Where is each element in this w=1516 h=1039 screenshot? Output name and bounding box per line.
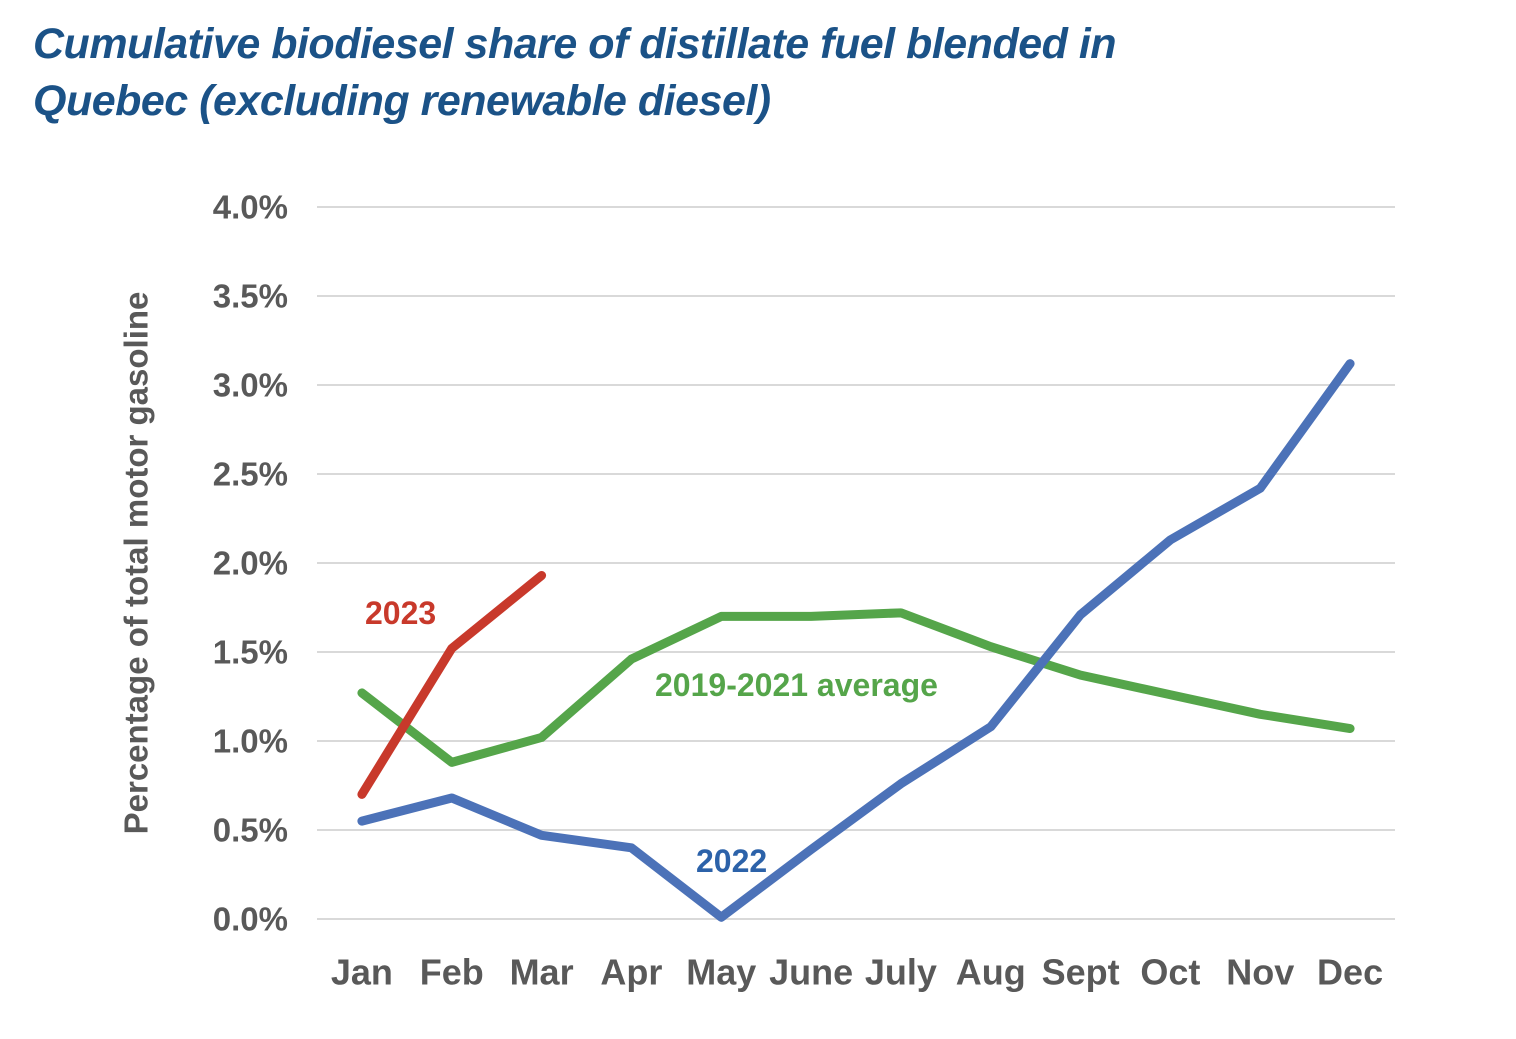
x-tick-label-feb: Feb [420,952,484,993]
series-label-2019-2021-average: 2019-2021 average [655,667,938,703]
series-line-2022 [357,359,1355,922]
chart-title-line-1: Cumulative biodiesel share of distillate… [33,20,1117,68]
y-tick-label-1.5%: 1.5% [213,634,288,671]
y-tick-label-4.0%: 4.0% [213,189,288,226]
series-line-2023 [357,570,547,799]
x-tick-label-july: July [865,952,937,993]
x-tick-label-apr: Apr [600,952,662,993]
series-line-2019-2021-average [357,608,1355,767]
x-tick-label-oct: Oct [1140,952,1200,993]
x-tick-label-june: June [769,952,853,993]
x-tick-label-mar: Mar [510,952,574,993]
y-tick-label-2.0%: 2.0% [213,545,288,582]
x-tick-label-sept: Sept [1042,952,1120,993]
x-tick-label-jan: Jan [331,952,393,993]
y-tick-label-0.5%: 0.5% [213,812,288,849]
chart-title: Cumulative biodiesel share of distillate… [33,16,1117,130]
x-tick-label-aug: Aug [956,952,1026,993]
series-label-2023: 2023 [365,595,436,631]
y-tick-label-1.0%: 1.0% [213,723,288,760]
x-tick-label-dec: Dec [1317,952,1383,993]
series-label-2022: 2022 [696,843,767,879]
x-tick-label-nov: Nov [1226,952,1294,993]
y-axis-title: Percentage of total motor gasoline [118,292,155,835]
chart-title-line-2: Quebec (excluding renewable diesel) [33,77,771,125]
x-tick-label-may: May [686,952,756,993]
y-tick-label-3.5%: 3.5% [213,278,288,315]
y-tick-label-3.0%: 3.0% [213,367,288,404]
y-tick-label-2.5%: 2.5% [213,456,288,493]
y-tick-label-0.0%: 0.0% [213,901,288,938]
